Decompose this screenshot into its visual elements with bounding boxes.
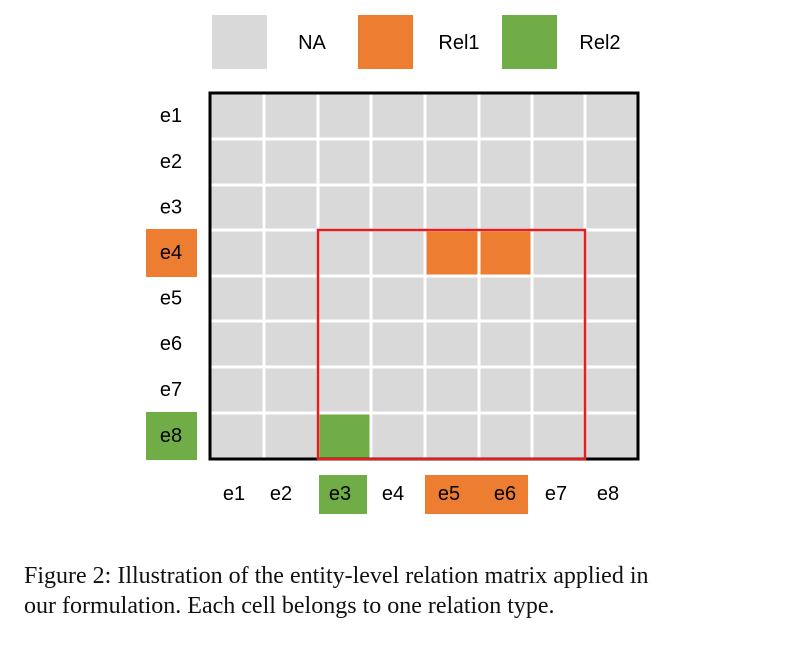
matrix-cell-r8-c8 [585,413,638,459]
row-label-highlight-e8 [146,412,197,460]
legend-label-rel2: Rel2 [579,32,620,54]
col-label-e4: e4 [382,483,404,505]
matrix-cell-r4-c7 [532,230,585,276]
row-label-e4: e4 [160,242,182,264]
legend-swatch-rel2 [502,15,557,69]
matrix-cell-r3-c7 [532,185,585,230]
matrix-cell-r5-c7 [532,276,585,321]
row-label-e3: e3 [160,197,182,219]
matrix-cell-r2-c3 [318,139,371,185]
row-label-highlight-e4 [146,229,197,277]
matrix-cell-r3-c1 [210,185,264,230]
matrix-cell-r7-c6 [479,367,532,413]
legend-swatch-na [212,15,267,69]
matrix-cell-r1-c3 [318,93,371,139]
row-label-e2: e2 [160,151,182,173]
matrix-cell-r5-c3 [318,276,371,321]
col-label-e2: e2 [270,483,292,505]
col-label-e3: e3 [329,483,351,505]
matrix-cell-r4-c5 [425,230,479,276]
matrix-cell-r7-c2 [264,367,318,413]
matrix-cell-r1-c7 [532,93,585,139]
matrix-cell-r5-c2 [264,276,318,321]
matrix-cell-r6-c1 [210,321,264,367]
figure-caption: Figure 2: Illustration of the entity-lev… [24,561,774,621]
matrix-cell-r6-c2 [264,321,318,367]
matrix-cell-r6-c5 [425,321,479,367]
row-label-e1: e1 [160,105,182,127]
matrix-cell-r8-c4 [371,413,425,459]
matrix-cell-r2-c5 [425,139,479,185]
column-labels: e1 e2 e3 e4 e5 e6 e7 e8 [223,475,619,514]
matrix-cell-r3-c3 [318,185,371,230]
matrix-cell-r7-c4 [371,367,425,413]
matrix-cell-r3-c2 [264,185,318,230]
matrix-cell-r7-c5 [425,367,479,413]
matrix-cell-r8-c1 [210,413,264,459]
matrix-cell-r5-c1 [210,276,264,321]
matrix-cell-r1-c5 [425,93,479,139]
row-label-e5: e5 [160,288,182,310]
legend: NA Rel1 Rel2 [212,15,621,69]
matrix-cell-r7-c8 [585,367,638,413]
matrix-cell-r4-c2 [264,230,318,276]
matrix-cell-r5-c8 [585,276,638,321]
matrix-cell-r3-c5 [425,185,479,230]
row-label-e8: e8 [160,425,182,447]
matrix-cell-r2-c2 [264,139,318,185]
matrix-cell-r2-c6 [479,139,532,185]
matrix-cell-r6-c6 [479,321,532,367]
matrix-cell-r2-c4 [371,139,425,185]
matrix-cell-r2-c1 [210,139,264,185]
col-label-e8: e8 [597,483,619,505]
matrix-cell-r8-c6 [479,413,532,459]
matrix-cell-r7-c1 [210,367,264,413]
legend-label-na: NA [298,32,326,54]
matrix-cell-r6-c3 [318,321,371,367]
legend-label-rel1: Rel1 [438,32,479,54]
caption-line-1: Figure 2: Illustration of the entity-lev… [24,563,649,589]
matrix-cell-r5-c6 [479,276,532,321]
highlight-box [316,228,587,461]
matrix-cell-r6-c7 [532,321,585,367]
row-label-e7: e7 [160,379,182,401]
matrix-cell-r1-c4 [371,93,425,139]
matrix-cell-r6-c8 [585,321,638,367]
matrix-cell-r8-c3 [318,413,371,459]
col-label-highlight-rel1 [425,475,528,514]
matrix-cell-r4-c6 [479,230,532,276]
col-label-highlight-rel2 [319,475,367,514]
matrix-cell-r4-c1 [210,230,264,276]
matrix-cell-r7-c7 [532,367,585,413]
col-label-e7: e7 [545,483,567,505]
matrix-cell-r2-c8 [585,139,638,185]
matrix-cell-r1-c1 [210,93,264,139]
row-label-e6: e6 [160,333,182,355]
matrix-cell-r3-c4 [371,185,425,230]
matrix-cell-r3-c8 [585,185,638,230]
matrix-cell-r4-c3 [318,230,371,276]
col-label-e5: e5 [438,483,460,505]
col-label-e6: e6 [494,483,516,505]
matrix-cell-r7-c3 [318,367,371,413]
col-label-e1: e1 [223,483,245,505]
matrix-cell-r8-c5 [425,413,479,459]
matrix-cell-r1-c2 [264,93,318,139]
row-labels: e1 e2 e3 e4 e5 e6 e7 e8 [146,105,197,460]
relation-matrix [208,91,640,461]
matrix-cell-r3-c6 [479,185,532,230]
caption-line-2: our formulation. Each cell belongs to on… [24,593,555,619]
matrix-cell-r1-c6 [479,93,532,139]
matrix-cell-r8-c7 [532,413,585,459]
matrix-cell-r5-c5 [425,276,479,321]
legend-swatch-rel1 [358,15,413,69]
matrix-cell-r8-c2 [264,413,318,459]
matrix-cell-r1-c8 [585,93,638,139]
matrix-cell-r2-c7 [532,139,585,185]
matrix-cell-r4-c4 [371,230,425,276]
matrix-cell-r4-c8 [585,230,638,276]
matrix-cell-r5-c4 [371,276,425,321]
matrix-cell-r6-c4 [371,321,425,367]
